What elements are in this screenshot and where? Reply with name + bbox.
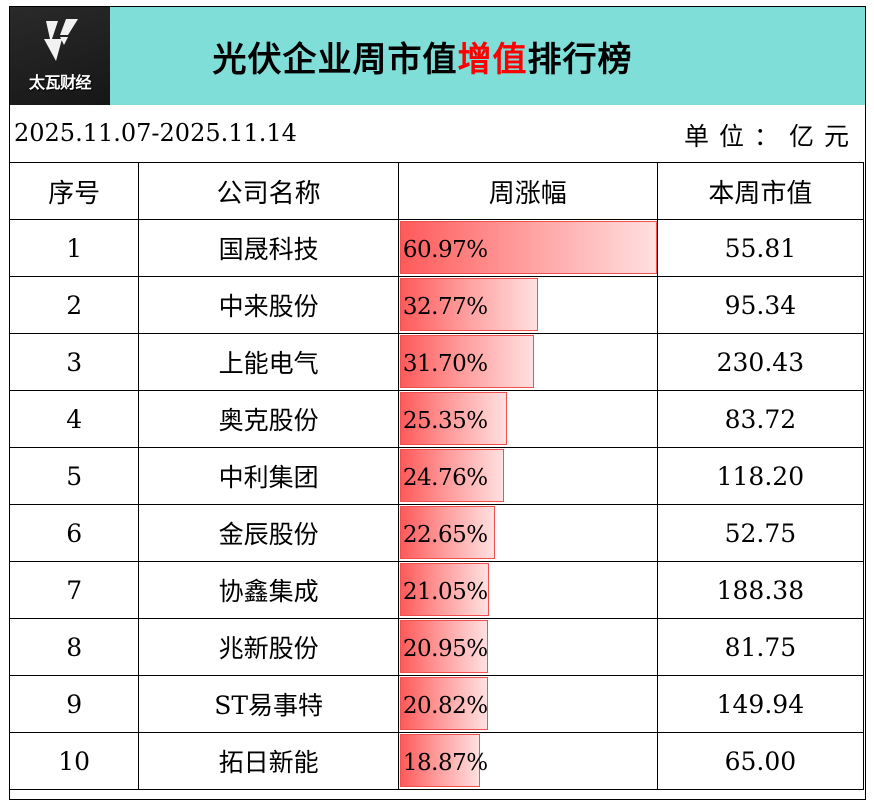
data-bar (399, 335, 534, 388)
header-rank: 序号 (8, 162, 140, 220)
market-cap-cell: 95.34 (656, 276, 865, 334)
rank-cell: 5 (8, 447, 140, 505)
market-cap-cell: 52.75 (656, 504, 865, 562)
weekly-change-cell: 32.77% (397, 276, 658, 334)
data-bar (399, 677, 488, 730)
brand-name: 太瓦财经 (28, 73, 92, 92)
title-prefix: 光伏企业周市值 (212, 39, 458, 80)
title-highlight: 增值 (457, 39, 528, 80)
company-cell: 国晟科技 (138, 219, 399, 277)
table-row: 7 协鑫集成 21.05% 188.38 (8, 561, 865, 619)
lightning-v-logo-icon (44, 19, 78, 61)
weekly-change-value: 24.76% (402, 464, 488, 491)
market-cap-cell: 188.38 (656, 561, 865, 619)
unit-label: 单位：亿元 (683, 122, 859, 151)
market-cap-cell: 65.00 (656, 732, 865, 790)
market-cap-cell: 118.20 (656, 447, 865, 505)
data-bar (399, 392, 507, 445)
rank-cell: 6 (8, 504, 140, 562)
table-row: 6 金辰股份 22.65% 52.75 (8, 504, 865, 562)
table-row: 10 拓日新能 18.87% 65.00 (8, 732, 865, 790)
table-row: 2 中来股份 32.77% 95.34 (8, 276, 865, 334)
company-cell: 上能电气 (138, 333, 399, 391)
meta-row: 2025.11.07-2025.11.14 单位：亿元 (10, 105, 865, 162)
rank-cell: 7 (8, 561, 140, 619)
rank-cell: 2 (8, 276, 140, 334)
ranking-card: 太瓦财经 光伏企业周市值 增值 排行榜 2025.11.07-2025.11.14 … (8, 6, 866, 800)
weekly-change-cell: 24.76% (397, 447, 658, 505)
weekly-change-value: 21.05% (402, 578, 488, 605)
data-bar (399, 563, 489, 616)
table-row: 1 国晟科技 60.97% 55.81 (8, 219, 865, 277)
rank-cell: 1 (8, 219, 140, 277)
market-cap-cell: 230.43 (656, 333, 865, 391)
ranking-table: 序号 公司名称 周涨幅 本周市值 1 国晟科技 60.97% 55.81 2 中来股份 32… (8, 162, 865, 790)
rank-cell: 8 (8, 618, 140, 676)
weekly-change-value: 18.87% (402, 749, 488, 776)
company-cell: 奥克股份 (138, 390, 399, 448)
table-row: 3 上能电气 31.70% 230.43 (8, 333, 865, 391)
rank-cell: 10 (8, 732, 140, 790)
weekly-change-cell: 18.87% (397, 732, 658, 790)
table-row: 5 中利集团 24.76% 118.20 (8, 447, 865, 505)
weekly-change-value: 20.95% (402, 635, 488, 662)
weekly-change-value: 32.77% (402, 293, 488, 320)
market-cap-cell: 83.72 (656, 390, 865, 448)
header-weekly-change: 周涨幅 (397, 162, 658, 220)
weekly-change-value: 60.97% (402, 236, 488, 263)
date-range: 2025.11.07-2025.11.14 (14, 119, 297, 147)
weekly-change-value: 20.82% (402, 692, 488, 719)
weekly-change-cell: 31.70% (397, 333, 658, 391)
company-cell: 协鑫集成 (138, 561, 399, 619)
weekly-change-cell: 20.82% (397, 675, 658, 733)
market-cap-cell: 149.94 (656, 675, 865, 733)
company-cell: 拓日新能 (138, 732, 399, 790)
weekly-change-cell: 60.97% (397, 219, 658, 277)
rank-cell: 9 (8, 675, 140, 733)
rank-cell: 4 (8, 390, 140, 448)
weekly-change-cell: 22.65% (397, 504, 658, 562)
header-company: 公司名称 (138, 162, 399, 220)
weekly-change-cell: 25.35% (397, 390, 658, 448)
company-cell: 中来股份 (138, 276, 399, 334)
table-row: 4 奥克股份 25.35% 83.72 (8, 390, 865, 448)
rank-cell: 3 (8, 333, 140, 391)
table-row: 8 兆新股份 20.95% 81.75 (8, 618, 865, 676)
company-cell: 金辰股份 (138, 504, 399, 562)
header-market-cap: 本周市值 (656, 162, 865, 220)
table-header-row: 序号 公司名称 周涨幅 本周市值 (8, 162, 865, 220)
weekly-change-cell: 21.05% (397, 561, 658, 619)
weekly-change-value: 31.70% (402, 350, 488, 377)
data-bar (399, 620, 488, 673)
data-bar (399, 221, 657, 274)
market-cap-cell: 81.75 (656, 618, 865, 676)
data-bar (399, 506, 495, 559)
weekly-change-cell: 20.95% (397, 618, 658, 676)
data-bar (399, 449, 504, 502)
title-band: 太瓦财经 光伏企业周市值 增值 排行榜 (10, 7, 865, 105)
brand-logo: 太瓦财经 (10, 7, 110, 105)
weekly-change-value: 25.35% (402, 407, 488, 434)
data-bar (399, 734, 480, 787)
page-title: 光伏企业周市值 增值 排行榜 (110, 7, 865, 105)
data-bar (399, 278, 538, 331)
title-suffix: 排行榜 (527, 39, 633, 80)
table-row: 9 ST易事特 20.82% 149.94 (8, 675, 865, 733)
weekly-change-value: 22.65% (402, 521, 488, 548)
market-cap-cell: 55.81 (656, 219, 865, 277)
company-cell: ST易事特 (138, 675, 399, 733)
company-cell: 中利集团 (138, 447, 399, 505)
company-cell: 兆新股份 (138, 618, 399, 676)
